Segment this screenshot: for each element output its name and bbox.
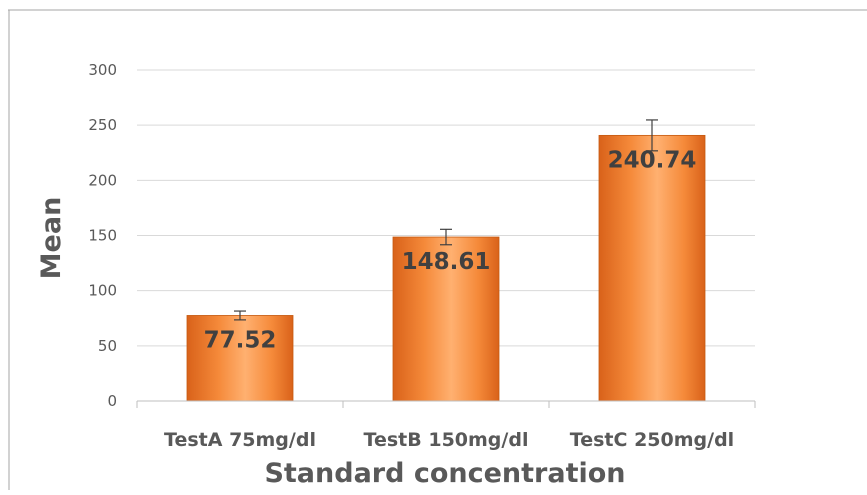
x-axis-categories: TestA 75mg/dl TestB 150mg/dl TestC 250mg/d…	[164, 429, 734, 451]
bar	[392, 236, 500, 402]
x-tick-label: TestB 150mg/dl	[364, 429, 529, 451]
y-tick-label: 250	[88, 116, 117, 134]
y-tick-label: 100	[88, 282, 117, 300]
x-tick-label: TestC 250mg/dl	[570, 429, 734, 451]
y-tick-label: 200	[88, 171, 117, 189]
y-tick-label: 300	[88, 61, 117, 79]
data-label: 77.52	[204, 327, 277, 353]
error-bar	[440, 228, 452, 246]
y-axis-title: Mean	[36, 197, 67, 280]
bars	[186, 134, 706, 402]
data-label: 240.74	[608, 147, 697, 173]
x-axis	[136, 400, 756, 408]
x-tick-label: TestA 75mg/dl	[164, 429, 316, 451]
bar	[598, 134, 706, 402]
error-bars: 77.52 148.61 240.74	[204, 119, 697, 353]
x-axis-title: Standard concentration	[264, 458, 625, 489]
y-tick-label: 0	[107, 392, 117, 410]
error-bar	[234, 310, 246, 321]
y-tick-label: 150	[88, 227, 117, 245]
y-tick-label: 50	[98, 337, 117, 355]
error-bar	[646, 119, 658, 152]
y-axis-ticks: 0 50 100 150 200 250 300	[88, 61, 117, 410]
data-label: 148.61	[402, 249, 491, 275]
bar	[186, 315, 294, 402]
